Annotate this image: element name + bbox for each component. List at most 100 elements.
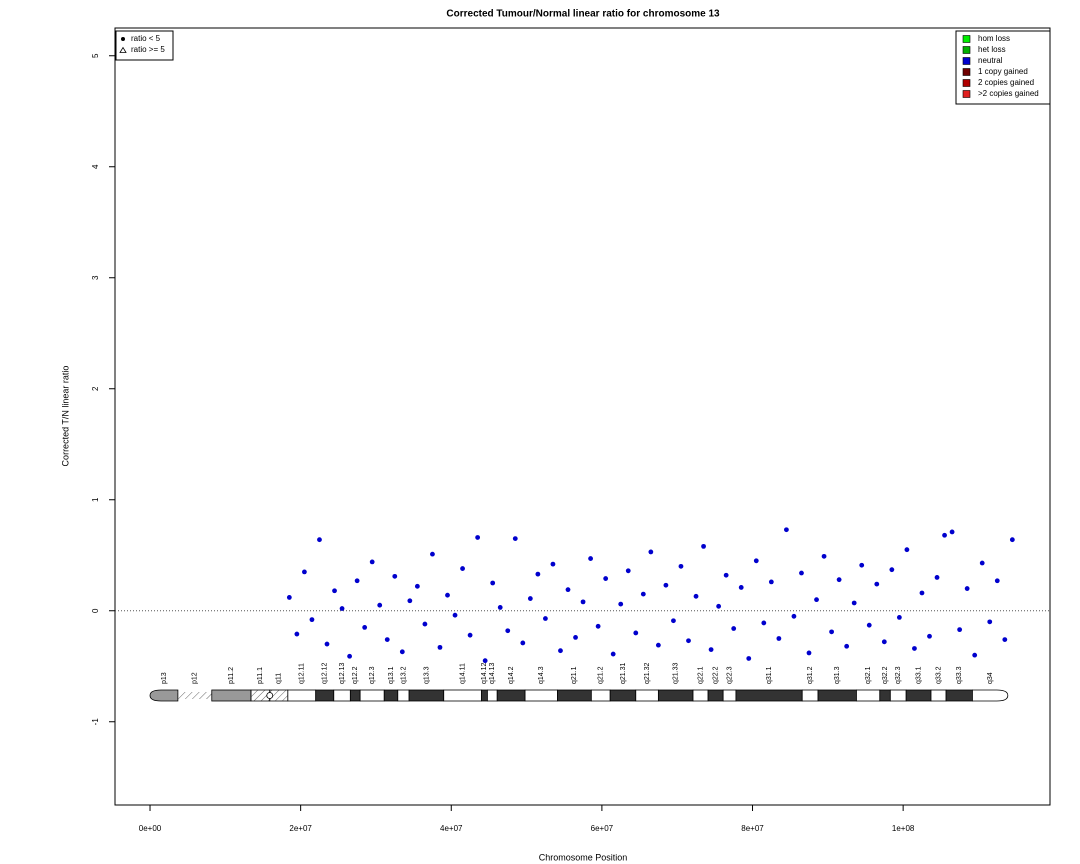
data-point: [324, 641, 330, 647]
data-point: [445, 592, 450, 598]
x-axis-title: Chromosome Position: [539, 852, 628, 862]
data-point: [633, 630, 639, 636]
data-point: [979, 560, 985, 566]
data-point: [806, 650, 812, 656]
data-point: [927, 633, 932, 639]
ideogram-band: [856, 689, 881, 702]
ideogram-label: q22.3: [726, 666, 733, 684]
ideogram-band: [177, 692, 212, 699]
legend-swatch: [962, 35, 971, 43]
data-point: [889, 567, 895, 573]
data-point: [912, 646, 917, 651]
data-point: [414, 583, 420, 589]
legend-label: ratio < 5: [131, 34, 161, 43]
data-point: [821, 553, 827, 559]
ideogram-band: [359, 689, 385, 702]
ideogram-band: [889, 689, 907, 702]
ideogram-label: q13.2: [400, 666, 407, 684]
data-point: [949, 529, 955, 535]
x-tick-label: 2e+07: [289, 824, 312, 833]
data-point: [987, 619, 993, 625]
ideogram-band: [801, 689, 819, 702]
data-point: [332, 588, 337, 594]
data-point: [904, 547, 910, 553]
data-point: [881, 639, 887, 645]
ideogram-band: [735, 689, 803, 702]
ideogram-label: q31.3: [834, 666, 841, 684]
data-point: [497, 605, 503, 610]
chart-title: Corrected Tumour/Normal linear ratio for…: [446, 9, 720, 20]
ideogram-band: [657, 689, 694, 702]
ideogram-band: [609, 689, 637, 702]
y-tick-label: 1: [91, 497, 100, 502]
legend-label: het loss: [978, 45, 1006, 54]
ideogram-band: [480, 689, 488, 702]
ideogram-band: [397, 689, 410, 702]
data-point: [731, 626, 737, 631]
data-point: [595, 623, 601, 629]
y-tick-label: 3: [91, 275, 100, 280]
ideogram-label: q31.2: [807, 666, 814, 684]
ideogram-label: q14.13: [489, 662, 496, 684]
plot-frame: [114, 27, 1051, 806]
data-point: [430, 551, 435, 557]
ideogram-label: q12.3: [369, 666, 376, 684]
ideogram-band: [211, 689, 252, 702]
data-point: [422, 621, 428, 627]
data-point: [671, 618, 676, 624]
ideogram-band: [524, 689, 558, 702]
ideogram-label: q22.2: [712, 666, 719, 684]
data-point: [603, 576, 609, 581]
data-point: [663, 582, 669, 588]
data-point: [829, 629, 834, 635]
legend-swatch: [962, 46, 971, 54]
data-point: [859, 562, 865, 568]
ideogram-label: q22.1: [697, 666, 704, 684]
ideogram-label: q21.32: [644, 662, 651, 684]
ideogram-band: [972, 689, 1009, 702]
data-point: [776, 636, 782, 641]
legend-box: [955, 30, 1051, 105]
ideogram-label: q31.1: [766, 666, 773, 684]
legend-swatch: [962, 79, 971, 87]
data-point: [550, 561, 556, 567]
data-point: [701, 543, 706, 549]
ideogram-label: q33.2: [935, 666, 942, 684]
ideogram-label: q12.2: [352, 666, 359, 684]
data-point: [957, 627, 963, 633]
ideogram-label: q21.33: [673, 662, 680, 684]
data-point: [527, 596, 533, 601]
y-tick-label: 5: [91, 53, 100, 58]
data-point: [512, 536, 518, 541]
legend-swatch: [962, 68, 971, 76]
data-point: [407, 598, 413, 604]
data-point: [467, 632, 473, 638]
ideogram-band: [905, 689, 932, 702]
ideogram-label: q12.11: [299, 663, 306, 684]
data-point: [761, 620, 767, 626]
ideogram-band: [383, 689, 399, 702]
ideogram-band: [817, 689, 857, 702]
ideogram-label: q13.1: [388, 666, 395, 684]
data-point: [836, 577, 842, 583]
data-point: [655, 642, 661, 648]
ideogram-band: [315, 689, 335, 702]
data-point: [294, 631, 300, 637]
data-point: [874, 581, 880, 587]
legend-box: [115, 30, 174, 61]
ideogram-band: [496, 689, 526, 702]
ideogram-label: q14.2: [508, 666, 515, 684]
data-point: [392, 573, 398, 579]
data-point: [317, 537, 322, 543]
ideogram-band: [635, 689, 659, 702]
data-point: [640, 591, 646, 597]
legend-label: ratio >= 5: [131, 45, 165, 54]
ideogram-band: [930, 689, 947, 702]
data-point: [784, 527, 789, 533]
data-point: [354, 578, 360, 584]
data-point: [799, 570, 804, 576]
data-point: [746, 656, 752, 661]
data-point: [768, 579, 774, 585]
